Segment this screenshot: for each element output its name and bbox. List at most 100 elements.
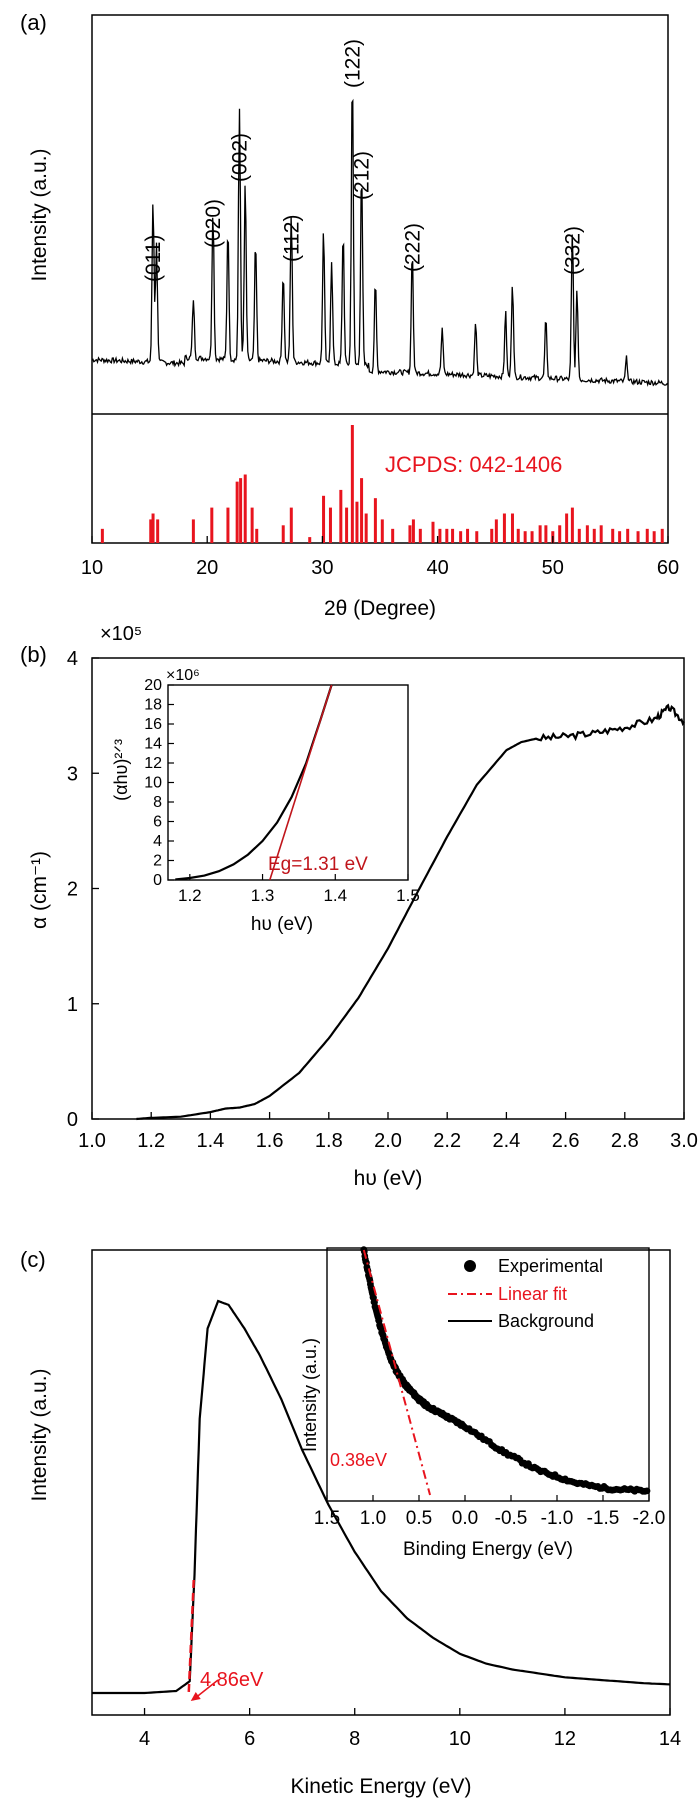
inset-x-tick-label: 1.3 <box>251 886 275 905</box>
absorption-panel: ×10⁵ 1.0 1.2 1.4 1.6 1.8 2.0 2.2 2.4 2.6 2.8 3.0 0… <box>28 623 698 1190</box>
inset-x-tick-label: 1.0 <box>360 1508 386 1529</box>
x-tick-label: 8 <box>349 1728 360 1750</box>
x-tick-label: 2.0 <box>374 1130 402 1152</box>
valence-linear-fit <box>362 1249 432 1496</box>
ups-cutoff-annotation: 4.86eV <box>200 1669 264 1691</box>
inset-y-tick-label: 14 <box>144 736 162 753</box>
inset-x-tick-label: 0.5 <box>406 1508 432 1529</box>
xrd-y-axis-title: Intensity (a.u.) <box>28 148 51 281</box>
peak-labels: (011) (020)(002) (112) (122) (212) (222) (332) <box>142 39 584 282</box>
xrd-x-axis-title: 2θ (Degree) <box>324 597 436 620</box>
inset-y-tick-label: 0 <box>153 872 162 889</box>
inset-y-tick-label: 10 <box>144 775 162 792</box>
reference-sticks <box>100 425 664 543</box>
absorption-y-ticks: 0 1 2 3 4 <box>67 648 99 1131</box>
x-tick-label: 2.8 <box>611 1130 639 1152</box>
panel-c-label: (c) <box>20 1247 46 1272</box>
xrd-trace <box>91 98 669 387</box>
reference-label: JCPDS: 042-1406 <box>385 452 562 477</box>
x-tick-label: 1.8 <box>315 1130 343 1152</box>
peak-label: (332) <box>561 226 584 275</box>
valence-legend: Experimental Linear fit Background <box>448 1256 603 1331</box>
x-tick-label: 1.6 <box>256 1130 284 1152</box>
x-tick-label: 6 <box>244 1728 255 1750</box>
absorption-multiplier: ×10⁵ <box>100 623 142 645</box>
inset-x-tick-label: -1.5 <box>587 1508 620 1529</box>
x-tick-label: 3.0 <box>670 1130 698 1152</box>
legend-label: Experimental <box>498 1256 603 1276</box>
x-tick-label: 1.0 <box>78 1130 106 1152</box>
ups-frame <box>91 1249 671 1716</box>
bandgap-annotation: Eg=1.31 eV <box>268 854 368 875</box>
legend-marker <box>464 1260 476 1272</box>
valence-x-axis-title: Binding Energy (eV) <box>403 1539 573 1560</box>
absorption-trace <box>136 703 685 1121</box>
absorption-curve <box>136 703 685 1121</box>
legend-label: Linear fit <box>498 1284 567 1304</box>
ups-x-ticks: 4 6 8 10 12 14 <box>139 1708 681 1750</box>
x-tick-label: 60 <box>657 557 679 579</box>
x-tick-label: 10 <box>449 1728 471 1750</box>
x-tick-label: 30 <box>311 557 333 579</box>
inset-x-tick-label: -1.0 <box>541 1508 574 1529</box>
x-tick-label: 2.2 <box>433 1130 461 1152</box>
peak-label: (222) <box>401 223 424 272</box>
y-tick-label: 0 <box>67 1109 78 1131</box>
tauc-inset: 1.2 1.3 1.4 1.5 0 2 4 6 8 10 12 14 16 18 20 <box>144 677 420 905</box>
tauc-x-axis-title: hυ (eV) <box>251 914 313 935</box>
valence-y-axis-title: Intensity (a.u.) <box>300 1338 320 1452</box>
tauc-trace <box>175 684 333 881</box>
tauc-inset-frame <box>167 684 409 881</box>
x-tick-label: 4 <box>139 1728 150 1750</box>
x-tick-label: 1.2 <box>137 1130 165 1152</box>
valence-annotation: 0.38eV <box>330 1450 387 1470</box>
x-tick-label: 10 <box>81 557 103 579</box>
experimental-point <box>643 1487 651 1495</box>
y-tick-label: 4 <box>67 648 78 670</box>
peak-label: (112) <box>280 215 303 262</box>
peak-label: (002) <box>228 133 251 182</box>
tauc-linear-fit <box>269 684 333 881</box>
inset-x-tick-label: 1.5 <box>396 886 420 905</box>
inset-y-tick-label: 4 <box>153 833 162 850</box>
valence-inset: 1.5 1.0 0.5 0.0 -0.5 -1.0 -1.5 -2.0 <box>314 1246 666 1529</box>
absorption-x-axis-title: hυ (eV) <box>354 1167 423 1190</box>
peak-label: (122) <box>341 39 364 88</box>
ups-arrow-head <box>190 1692 201 1701</box>
x-tick-label: 14 <box>659 1728 681 1750</box>
x-tick-label: 40 <box>426 557 448 579</box>
x-tick-label: 2.4 <box>492 1130 520 1152</box>
ups-panel: 4 6 8 10 12 14 Kinetic Energy (eV) Intensity … <box>28 1246 681 1798</box>
xrd-panel: (011) (020)(002) (112) (122) (212) (222) (332)… <box>28 14 679 620</box>
absorption-x-ticks: 1.0 1.2 1.4 1.6 1.8 2.0 2.2 2.4 2.6 2.8 3.0 <box>78 1112 698 1152</box>
panel-b-label: (b) <box>20 642 47 667</box>
tauc-y-axis-title: (αhυ)²ᐟ³ <box>111 739 131 801</box>
panel-a-label: (a) <box>20 10 47 35</box>
absorption-y-axis-title: α (cm⁻¹) <box>28 851 51 929</box>
inset-x-tick-label: 1.4 <box>323 886 347 905</box>
valence-inset-frame <box>326 1247 650 1502</box>
x-tick-label: 20 <box>196 557 218 579</box>
y-tick-label: 2 <box>67 879 78 901</box>
inset-y-tick-label: 2 <box>153 853 162 870</box>
ups-x-axis-title: Kinetic Energy (eV) <box>291 1775 472 1798</box>
inset-x-tick-label: 1.5 <box>314 1508 340 1529</box>
inset-x-tick-label: -2.0 <box>633 1508 666 1529</box>
ups-y-axis-title: Intensity (a.u.) <box>28 1368 51 1501</box>
xrd-frame <box>91 14 669 544</box>
y-tick-label: 3 <box>67 763 78 785</box>
xrd-pattern <box>91 98 669 387</box>
ups-curve <box>92 1299 671 1701</box>
inset-x-tick-label: 1.2 <box>178 886 202 905</box>
x-tick-label: 2.6 <box>552 1130 580 1152</box>
legend-label: Background <box>498 1311 594 1331</box>
inset-y-tick-label: 6 <box>153 814 162 831</box>
peak-label: (212) <box>351 151 374 200</box>
x-tick-label: 1.4 <box>196 1130 224 1152</box>
peak-label: (020) <box>202 199 225 248</box>
inset-x-tick-label: -0.5 <box>495 1508 528 1529</box>
inset-x-tick-label: 0.0 <box>452 1508 478 1529</box>
tauc-multiplier: ×10⁶ <box>166 667 200 684</box>
inset-y-tick-label: 16 <box>144 716 162 733</box>
